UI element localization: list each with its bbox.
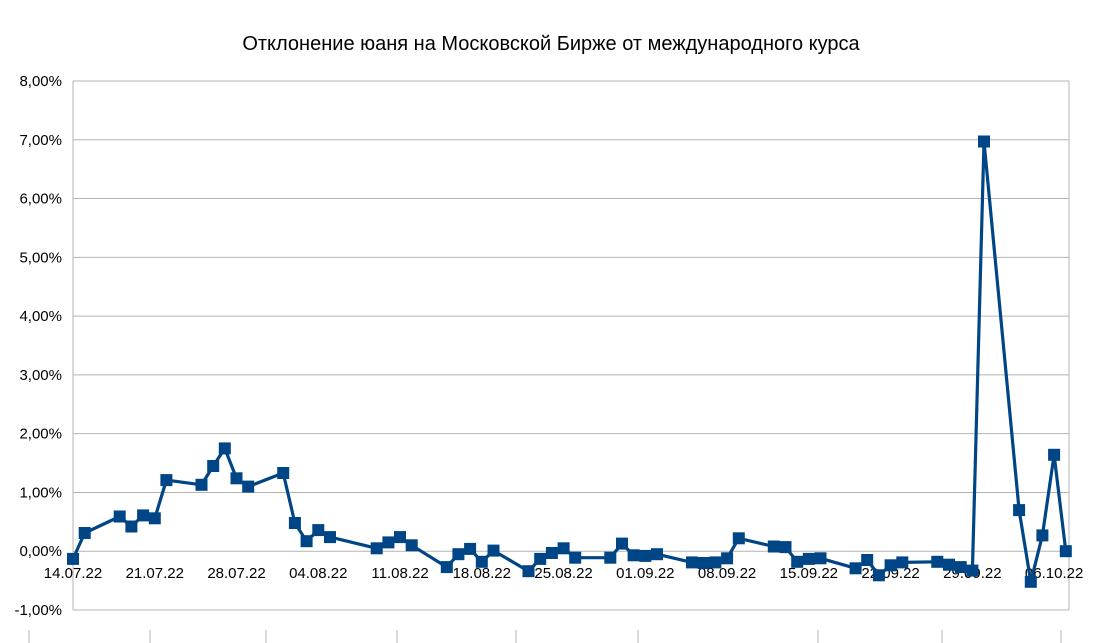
data-point	[931, 555, 944, 568]
data-point	[1059, 545, 1072, 558]
x-tick-label: 15.09.22	[780, 565, 838, 582]
data-point	[814, 552, 827, 565]
data-point	[709, 556, 722, 569]
x-axis-ticks	[28, 630, 1062, 643]
data-point	[1013, 504, 1026, 517]
chart-title: Отклонение юаня на Московской Бирже от м…	[242, 33, 860, 55]
data-point	[616, 537, 628, 550]
data-point	[732, 532, 745, 545]
data-point	[67, 552, 79, 565]
data-point	[884, 559, 897, 572]
y-tick-label: 3,00%	[19, 367, 62, 384]
data-point	[207, 460, 220, 472]
data-point	[370, 542, 383, 555]
data-point	[686, 556, 698, 569]
series-line	[71, 139, 1068, 584]
y-tick-label: 7,00%	[19, 132, 62, 149]
data-point	[440, 561, 453, 574]
data-point	[195, 478, 208, 491]
data-point	[604, 551, 617, 564]
x-tick-label: 14.07.22	[44, 565, 102, 582]
y-tick-label: 0,00%	[19, 543, 62, 560]
data-point	[557, 542, 570, 555]
y-axis-labels: 8,00% 7,00% 6,00% 5,00% 4,00% 3,00% 2,00% 1,00%…	[14, 73, 62, 619]
x-tick-label: 06.10.22	[1025, 565, 1083, 582]
data-point	[324, 531, 336, 544]
data-point	[78, 527, 91, 539]
y-tick-label: 8,00%	[19, 73, 62, 90]
data-point	[405, 539, 418, 552]
data-point	[218, 442, 231, 455]
data-point	[148, 512, 161, 525]
data-point	[137, 509, 150, 522]
data-point	[464, 542, 477, 555]
x-tick-label: 18.08.22	[453, 565, 511, 582]
data-point	[300, 535, 313, 548]
y-tick-label: -1,00%	[14, 602, 62, 619]
data-point	[534, 552, 547, 565]
data-point	[954, 561, 967, 574]
data-point	[861, 554, 874, 566]
data-point	[569, 551, 582, 564]
data-point	[277, 467, 290, 479]
data-point	[651, 548, 663, 561]
y-tick-label: 4,00%	[19, 308, 62, 325]
data-point	[312, 524, 325, 537]
data-point	[943, 558, 955, 571]
data-point	[697, 557, 710, 569]
y-tick-label: 1,00%	[19, 484, 62, 501]
data-point	[242, 480, 255, 493]
data-point	[791, 555, 804, 568]
y-tick-label: 5,00%	[19, 249, 62, 266]
data-point	[288, 517, 301, 529]
x-axis-labels: 14.07.22 21.07.22 28.07.22 04.08.22 11.08.22…	[44, 565, 1084, 582]
gridlines	[72, 80, 1070, 611]
x-tick-label: 11.08.22	[371, 565, 428, 582]
data-point	[522, 565, 535, 578]
data-point	[1048, 448, 1061, 461]
data-point	[978, 135, 990, 148]
data-point	[627, 549, 640, 562]
data-point	[1024, 575, 1037, 588]
data-point	[779, 541, 792, 554]
data-point	[394, 531, 406, 544]
data-point	[113, 510, 126, 523]
data-point	[721, 552, 734, 565]
x-tick-label: 28.07.22	[207, 565, 265, 582]
data-point	[487, 544, 500, 557]
series-deviation	[67, 135, 1072, 588]
x-tick-label: 04.08.22	[289, 565, 347, 582]
data-point	[230, 472, 243, 485]
data-point	[896, 556, 909, 569]
data-point	[452, 548, 465, 561]
x-tick-label: 01.09.22	[616, 565, 674, 582]
data-point	[966, 564, 979, 577]
data-point	[639, 549, 652, 562]
data-point	[1036, 529, 1049, 542]
data-point	[802, 552, 815, 565]
data-point	[160, 474, 173, 487]
data-point	[872, 569, 885, 582]
data-point	[382, 536, 395, 549]
data-point	[125, 520, 138, 533]
x-tick-label: 25.08.22	[534, 565, 592, 582]
y-tick-label: 2,00%	[19, 426, 62, 443]
data-point	[545, 547, 558, 559]
data-point	[475, 555, 488, 568]
x-tick-label: 08.09.22	[698, 565, 756, 582]
data-point	[849, 562, 862, 575]
x-tick-label: 21.07.22	[126, 565, 184, 582]
y-tick-label: 6,00%	[19, 191, 62, 208]
data-point	[767, 540, 780, 553]
